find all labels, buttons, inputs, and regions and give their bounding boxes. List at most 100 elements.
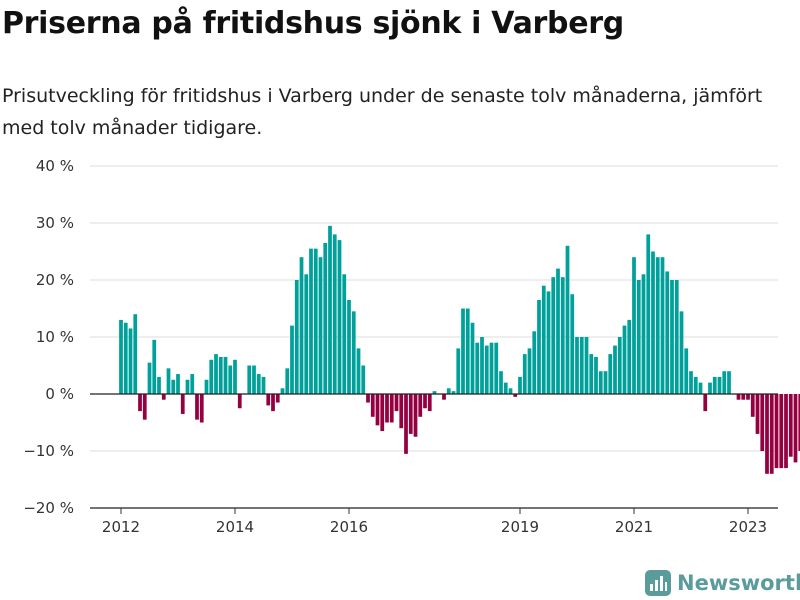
y-tick-label: −10 %	[23, 442, 74, 460]
bar	[465, 308, 470, 394]
bar	[299, 257, 304, 394]
bar	[508, 388, 513, 394]
bar	[275, 394, 280, 403]
bar	[442, 394, 446, 400]
bar	[342, 274, 347, 394]
newsworthy-logo-icon	[645, 570, 671, 596]
bar	[271, 394, 275, 412]
bar	[285, 368, 290, 394]
bar	[418, 394, 423, 417]
bar	[380, 394, 385, 432]
bar	[119, 319, 123, 394]
newsworthy-brand: Newsworthy	[645, 566, 800, 600]
bar	[684, 348, 689, 394]
bar	[541, 285, 546, 394]
bar	[693, 376, 698, 394]
bar	[204, 379, 209, 394]
bar	[470, 322, 475, 394]
bar	[617, 337, 622, 394]
bar	[323, 242, 328, 394]
bar	[280, 388, 285, 394]
bar	[294, 280, 299, 394]
bar	[237, 394, 242, 409]
bar	[660, 257, 665, 394]
page-subtitle: Prisutveckling för fritidshus i Varberg …	[2, 85, 763, 139]
bar	[665, 271, 670, 394]
bar	[641, 274, 646, 394]
bar	[774, 394, 779, 469]
bar	[746, 394, 750, 400]
bar	[190, 374, 195, 394]
bar	[646, 234, 651, 394]
bar	[532, 331, 537, 394]
bar	[427, 394, 432, 412]
bar	[537, 299, 541, 394]
bar	[123, 322, 128, 394]
x-tick-label: 2012	[102, 518, 140, 536]
bar	[375, 394, 380, 426]
bar	[361, 365, 366, 394]
bar	[214, 354, 218, 394]
bar	[480, 337, 484, 394]
bar	[461, 308, 465, 394]
axes	[90, 393, 778, 509]
bar	[370, 394, 375, 417]
bar	[489, 342, 494, 394]
bar	[679, 311, 684, 394]
bar	[351, 311, 356, 394]
y-tick-label: 40 %	[36, 157, 74, 175]
x-axis-labels: 2012201420162019202120232025	[102, 508, 767, 536]
bar	[456, 348, 461, 394]
bar	[703, 394, 708, 412]
bar	[413, 394, 418, 437]
bar	[765, 394, 769, 474]
bar	[451, 391, 456, 394]
x-tick-label: 2019	[501, 518, 539, 536]
bar	[399, 394, 404, 429]
bar	[209, 359, 214, 394]
bar	[518, 376, 522, 394]
y-tick-label: 30 %	[36, 214, 74, 232]
y-tick-label: 0 %	[45, 385, 74, 403]
bar	[147, 362, 152, 394]
bar	[769, 394, 774, 474]
bar	[432, 391, 437, 394]
brand-name: Newsworthy	[677, 571, 800, 595]
bar	[171, 379, 176, 394]
bar	[722, 371, 727, 394]
bar	[527, 348, 532, 394]
bar	[727, 371, 731, 394]
bars	[119, 225, 800, 474]
bar	[423, 394, 427, 409]
bar	[779, 394, 784, 469]
bar	[195, 394, 199, 420]
bar	[575, 337, 579, 394]
bar	[176, 374, 180, 394]
bar	[142, 394, 147, 420]
bar	[708, 382, 712, 394]
bar	[223, 356, 228, 394]
bar	[337, 240, 342, 394]
bar	[627, 319, 632, 394]
bar	[290, 325, 294, 394]
bar	[356, 348, 361, 394]
bar	[674, 280, 679, 394]
bar	[366, 394, 370, 403]
bar	[218, 356, 223, 394]
bar	[655, 257, 660, 394]
y-tick-label: 20 %	[36, 271, 74, 289]
bar	[133, 314, 138, 394]
grid-lines	[90, 165, 778, 509]
bar	[632, 257, 636, 394]
bar	[199, 394, 204, 423]
bar	[313, 248, 318, 394]
bar	[670, 280, 674, 394]
bar	[385, 394, 389, 423]
page-title: Priserna på fritidshus sjönk i Varberg	[2, 6, 624, 41]
bar	[698, 382, 703, 394]
bar	[138, 394, 142, 412]
bar	[570, 294, 575, 394]
bar	[755, 394, 760, 434]
bar	[594, 356, 598, 394]
bar	[328, 225, 332, 394]
